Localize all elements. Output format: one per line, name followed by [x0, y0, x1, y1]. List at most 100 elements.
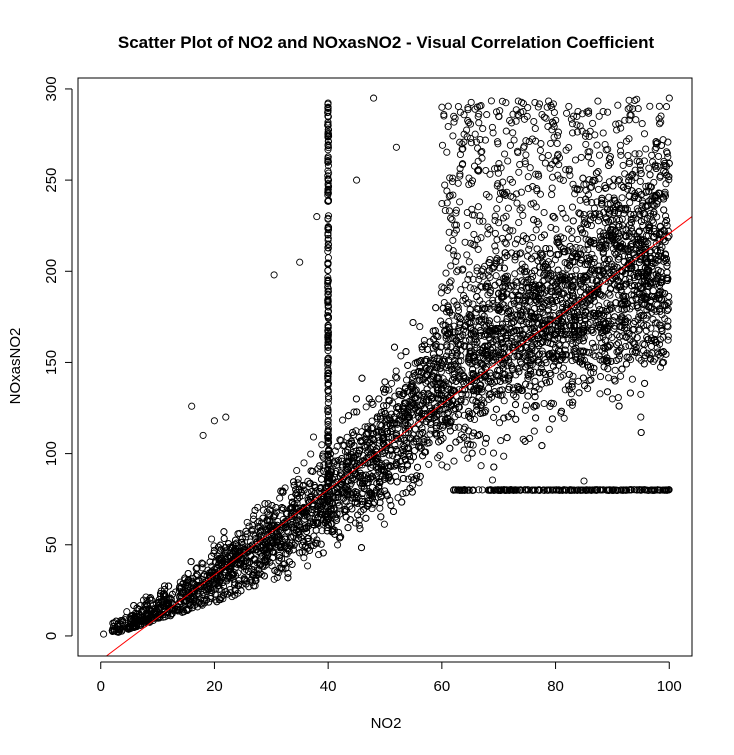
data-point — [560, 414, 568, 422]
data-point — [512, 415, 520, 423]
data-point — [473, 293, 481, 301]
data-point — [565, 370, 573, 378]
data-point — [464, 391, 473, 399]
data-point — [464, 454, 472, 462]
data-point — [343, 433, 351, 441]
data-point — [604, 365, 612, 373]
data-point — [429, 350, 437, 358]
data-point — [607, 231, 615, 239]
data-point — [165, 582, 173, 590]
data-point — [437, 317, 445, 325]
data-point — [649, 192, 657, 200]
data-point — [404, 475, 412, 483]
data-point — [569, 372, 577, 380]
data-point — [315, 551, 323, 559]
data-point — [284, 574, 292, 582]
data-point — [450, 457, 458, 465]
data-point — [300, 554, 308, 562]
data-point — [413, 463, 422, 471]
data-point — [541, 356, 549, 364]
data-point — [648, 151, 656, 159]
data-point — [462, 390, 470, 399]
data-point — [500, 452, 508, 460]
data-point — [526, 241, 534, 249]
data-point — [596, 390, 604, 398]
data-point — [619, 221, 627, 229]
data-point — [347, 477, 355, 485]
data-point — [498, 386, 506, 394]
data-point — [651, 145, 659, 153]
data-point — [637, 428, 645, 437]
data-point — [317, 540, 325, 548]
data-point — [392, 367, 400, 375]
data-point — [628, 375, 636, 383]
data-point — [377, 513, 385, 521]
data-point — [511, 401, 520, 409]
data-point — [425, 460, 433, 468]
data-point — [304, 562, 312, 570]
data-point — [476, 431, 484, 439]
data-point — [457, 286, 465, 294]
data-point — [446, 444, 454, 452]
data-point — [468, 370, 476, 378]
data-point — [458, 366, 466, 374]
data-point — [260, 572, 269, 580]
data-point — [538, 442, 546, 450]
data-point — [656, 241, 664, 249]
data-point — [220, 534, 228, 543]
data-point — [399, 489, 407, 498]
data-point — [530, 304, 538, 313]
data-point — [540, 399, 548, 408]
data-point — [455, 423, 463, 431]
data-point — [561, 386, 569, 394]
data-point — [503, 362, 511, 370]
data-point — [334, 541, 342, 549]
data-point — [300, 459, 308, 467]
data-point — [632, 214, 640, 222]
data-point — [276, 494, 284, 502]
data-point — [637, 390, 645, 398]
data-point — [375, 395, 383, 403]
data-point — [352, 395, 360, 403]
data-point — [515, 368, 523, 376]
data-point — [477, 462, 485, 470]
data-point — [611, 377, 619, 385]
data-point — [247, 526, 255, 534]
data-point — [391, 392, 399, 400]
data-point — [288, 560, 296, 568]
data-point — [526, 434, 534, 442]
data-point — [309, 433, 318, 441]
data-point — [638, 202, 646, 210]
data-point — [423, 436, 431, 444]
data-point — [545, 425, 553, 433]
data-point — [587, 222, 595, 230]
data-point — [609, 182, 617, 190]
data-point — [662, 212, 670, 220]
data-point — [307, 450, 315, 458]
data-point — [575, 389, 583, 397]
data-point — [241, 567, 249, 575]
data-point — [646, 171, 654, 179]
data-point — [404, 361, 412, 369]
data-point — [339, 416, 347, 424]
data-point — [458, 386, 466, 394]
data-point — [142, 593, 150, 601]
data-point — [493, 315, 501, 323]
data-point — [542, 370, 550, 379]
data-point — [272, 503, 280, 512]
data-point — [434, 454, 442, 462]
data-point — [415, 377, 423, 385]
data-point — [358, 374, 366, 382]
data-point — [570, 345, 578, 353]
data-point — [579, 174, 587, 182]
data-point — [623, 353, 631, 361]
data-point — [464, 440, 472, 448]
data-point — [270, 575, 278, 583]
data-point — [605, 193, 613, 201]
data-point — [641, 379, 649, 387]
data-point — [201, 599, 209, 607]
data-point — [362, 514, 370, 522]
data-point — [488, 476, 497, 484]
data-point — [548, 415, 556, 423]
data-point — [456, 436, 464, 444]
